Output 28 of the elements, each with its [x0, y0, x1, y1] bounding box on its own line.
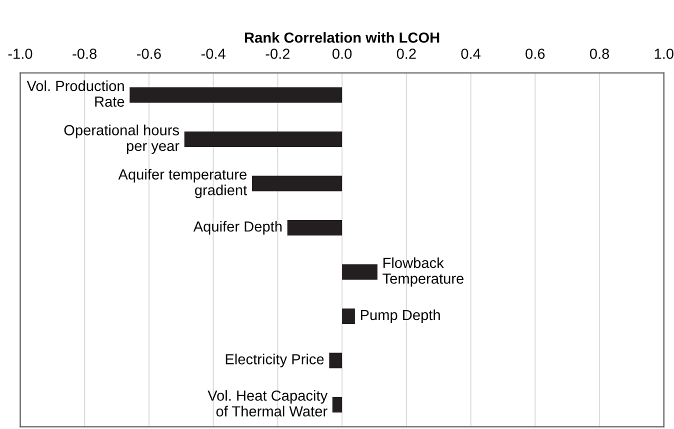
bar: [342, 264, 378, 280]
bar: [329, 352, 342, 368]
y-tick-label: Electricity Price: [226, 354, 324, 368]
x-tick-label: -0.8: [72, 48, 97, 59]
x-tick-label: 0.8: [590, 48, 610, 59]
x-tick-label: 0.4: [461, 48, 480, 59]
y-tick-label: Operational hours per year: [64, 124, 180, 154]
x-tick-label: 0.2: [396, 48, 416, 59]
bar: [342, 308, 355, 324]
bar: [287, 220, 342, 236]
x-tick-label: 1.0: [654, 48, 674, 59]
y-tick-label: Flowback Temperature: [382, 257, 464, 287]
x-axis-title: Rank Correlation with LCOH: [244, 32, 440, 43]
y-tick-label: Pump Depth: [360, 309, 440, 324]
x-tick-label: -0.4: [201, 48, 226, 59]
y-tick-label: Aquifer temperature gradient: [118, 168, 248, 198]
bar: [332, 396, 342, 412]
x-tick-label: -0.6: [137, 48, 161, 59]
bar: [130, 87, 342, 103]
x-tick-label: -0.2: [266, 48, 290, 59]
y-tick-label: Aquifer Depth: [193, 220, 282, 235]
x-tick-label: 0.6: [526, 48, 545, 59]
bar: [184, 132, 342, 148]
x-tick-label: 0.0: [332, 48, 352, 59]
y-tick-label: Vol. Heat Capacity of Thermal Water: [208, 390, 328, 417]
bar: [252, 176, 342, 192]
x-tick-label: -1.0: [8, 48, 32, 59]
y-tick-label: Vol. Production Rate: [26, 80, 124, 107]
